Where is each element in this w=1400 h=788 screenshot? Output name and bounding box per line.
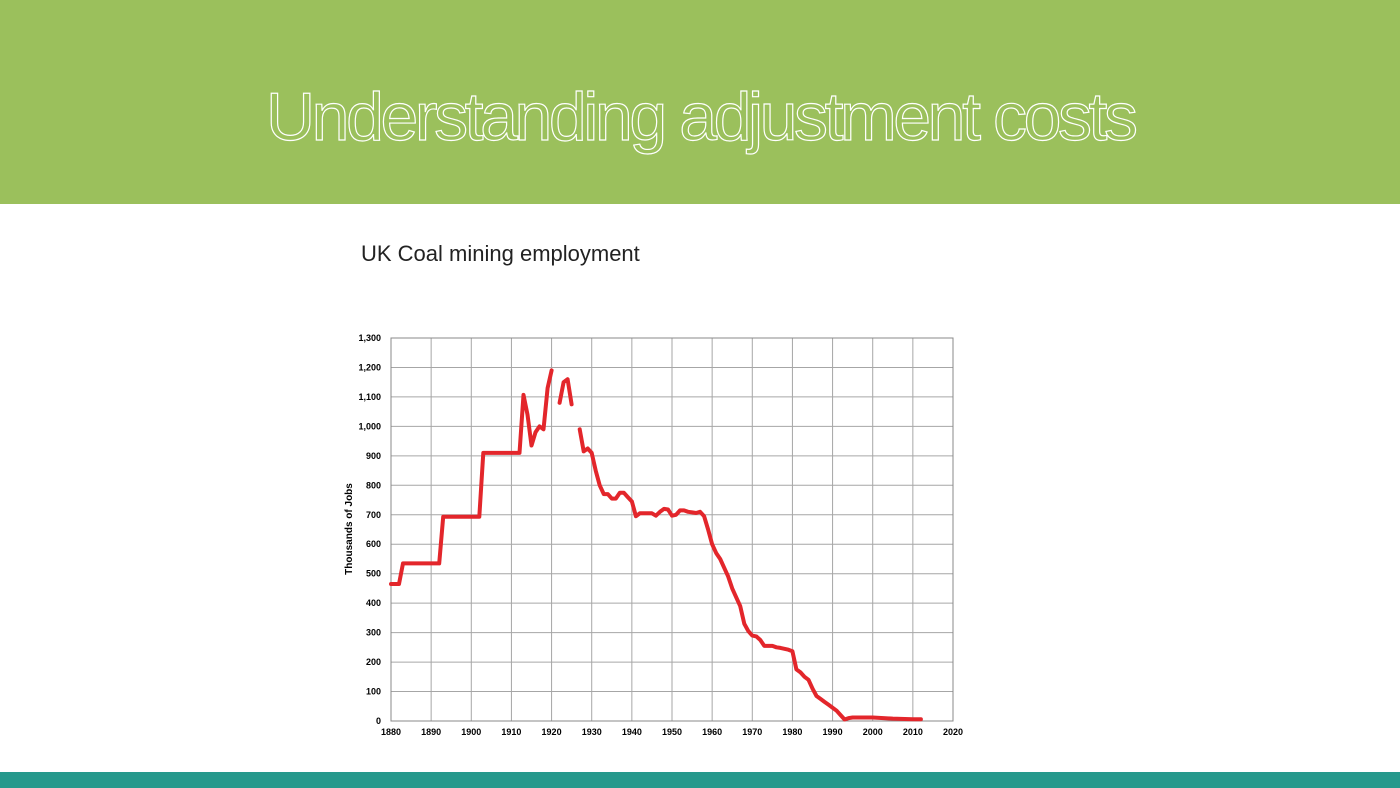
y-tick-label: 800 [366,480,381,490]
plot-border [390,337,954,722]
y-tick-label: 1,000 [358,421,381,431]
y-tick-label: 500 [366,569,381,579]
x-tick-label: 2010 [903,727,923,737]
y-tick-label: 900 [366,451,381,461]
x-tick-label: 1890 [421,727,441,737]
x-tick-label: 1900 [461,727,481,737]
y-tick-label: 600 [366,539,381,549]
x-tick-label: 1960 [702,727,722,737]
y-tick-label: 1,200 [358,362,381,372]
x-tick-label: 1940 [622,727,642,737]
x-tick-label: 1880 [381,727,401,737]
x-tick-label: 1910 [501,727,521,737]
x-tick-label: 1990 [823,727,843,737]
y-tick-label: 200 [366,657,381,667]
y-tick-label: 100 [366,687,381,697]
x-tick-label: 1970 [742,727,762,737]
x-tick-label: 1920 [542,727,562,737]
y-tick-label: 1,300 [358,333,381,343]
x-tick-label: 1980 [782,727,802,737]
y-tick-label: 400 [366,598,381,608]
y-axis-label: Thousands of Jobs [344,483,355,575]
y-tick-label: 300 [366,628,381,638]
y-tick-label: 0 [376,716,381,726]
data-line [389,368,923,722]
x-tick-label: 1950 [662,727,682,737]
x-tick-label: 2000 [863,727,883,737]
y-tick-label: 700 [366,510,381,520]
x-tick-label: 2020 [943,727,963,737]
chart-title: UK Coal mining employment [361,241,640,266]
header-band [0,0,1400,204]
footer-band [0,772,1400,788]
y-tick-label: 1,100 [358,392,381,402]
x-tick-label: 1930 [582,727,602,737]
slide-title: Understanding adjustment costs [266,79,1138,155]
